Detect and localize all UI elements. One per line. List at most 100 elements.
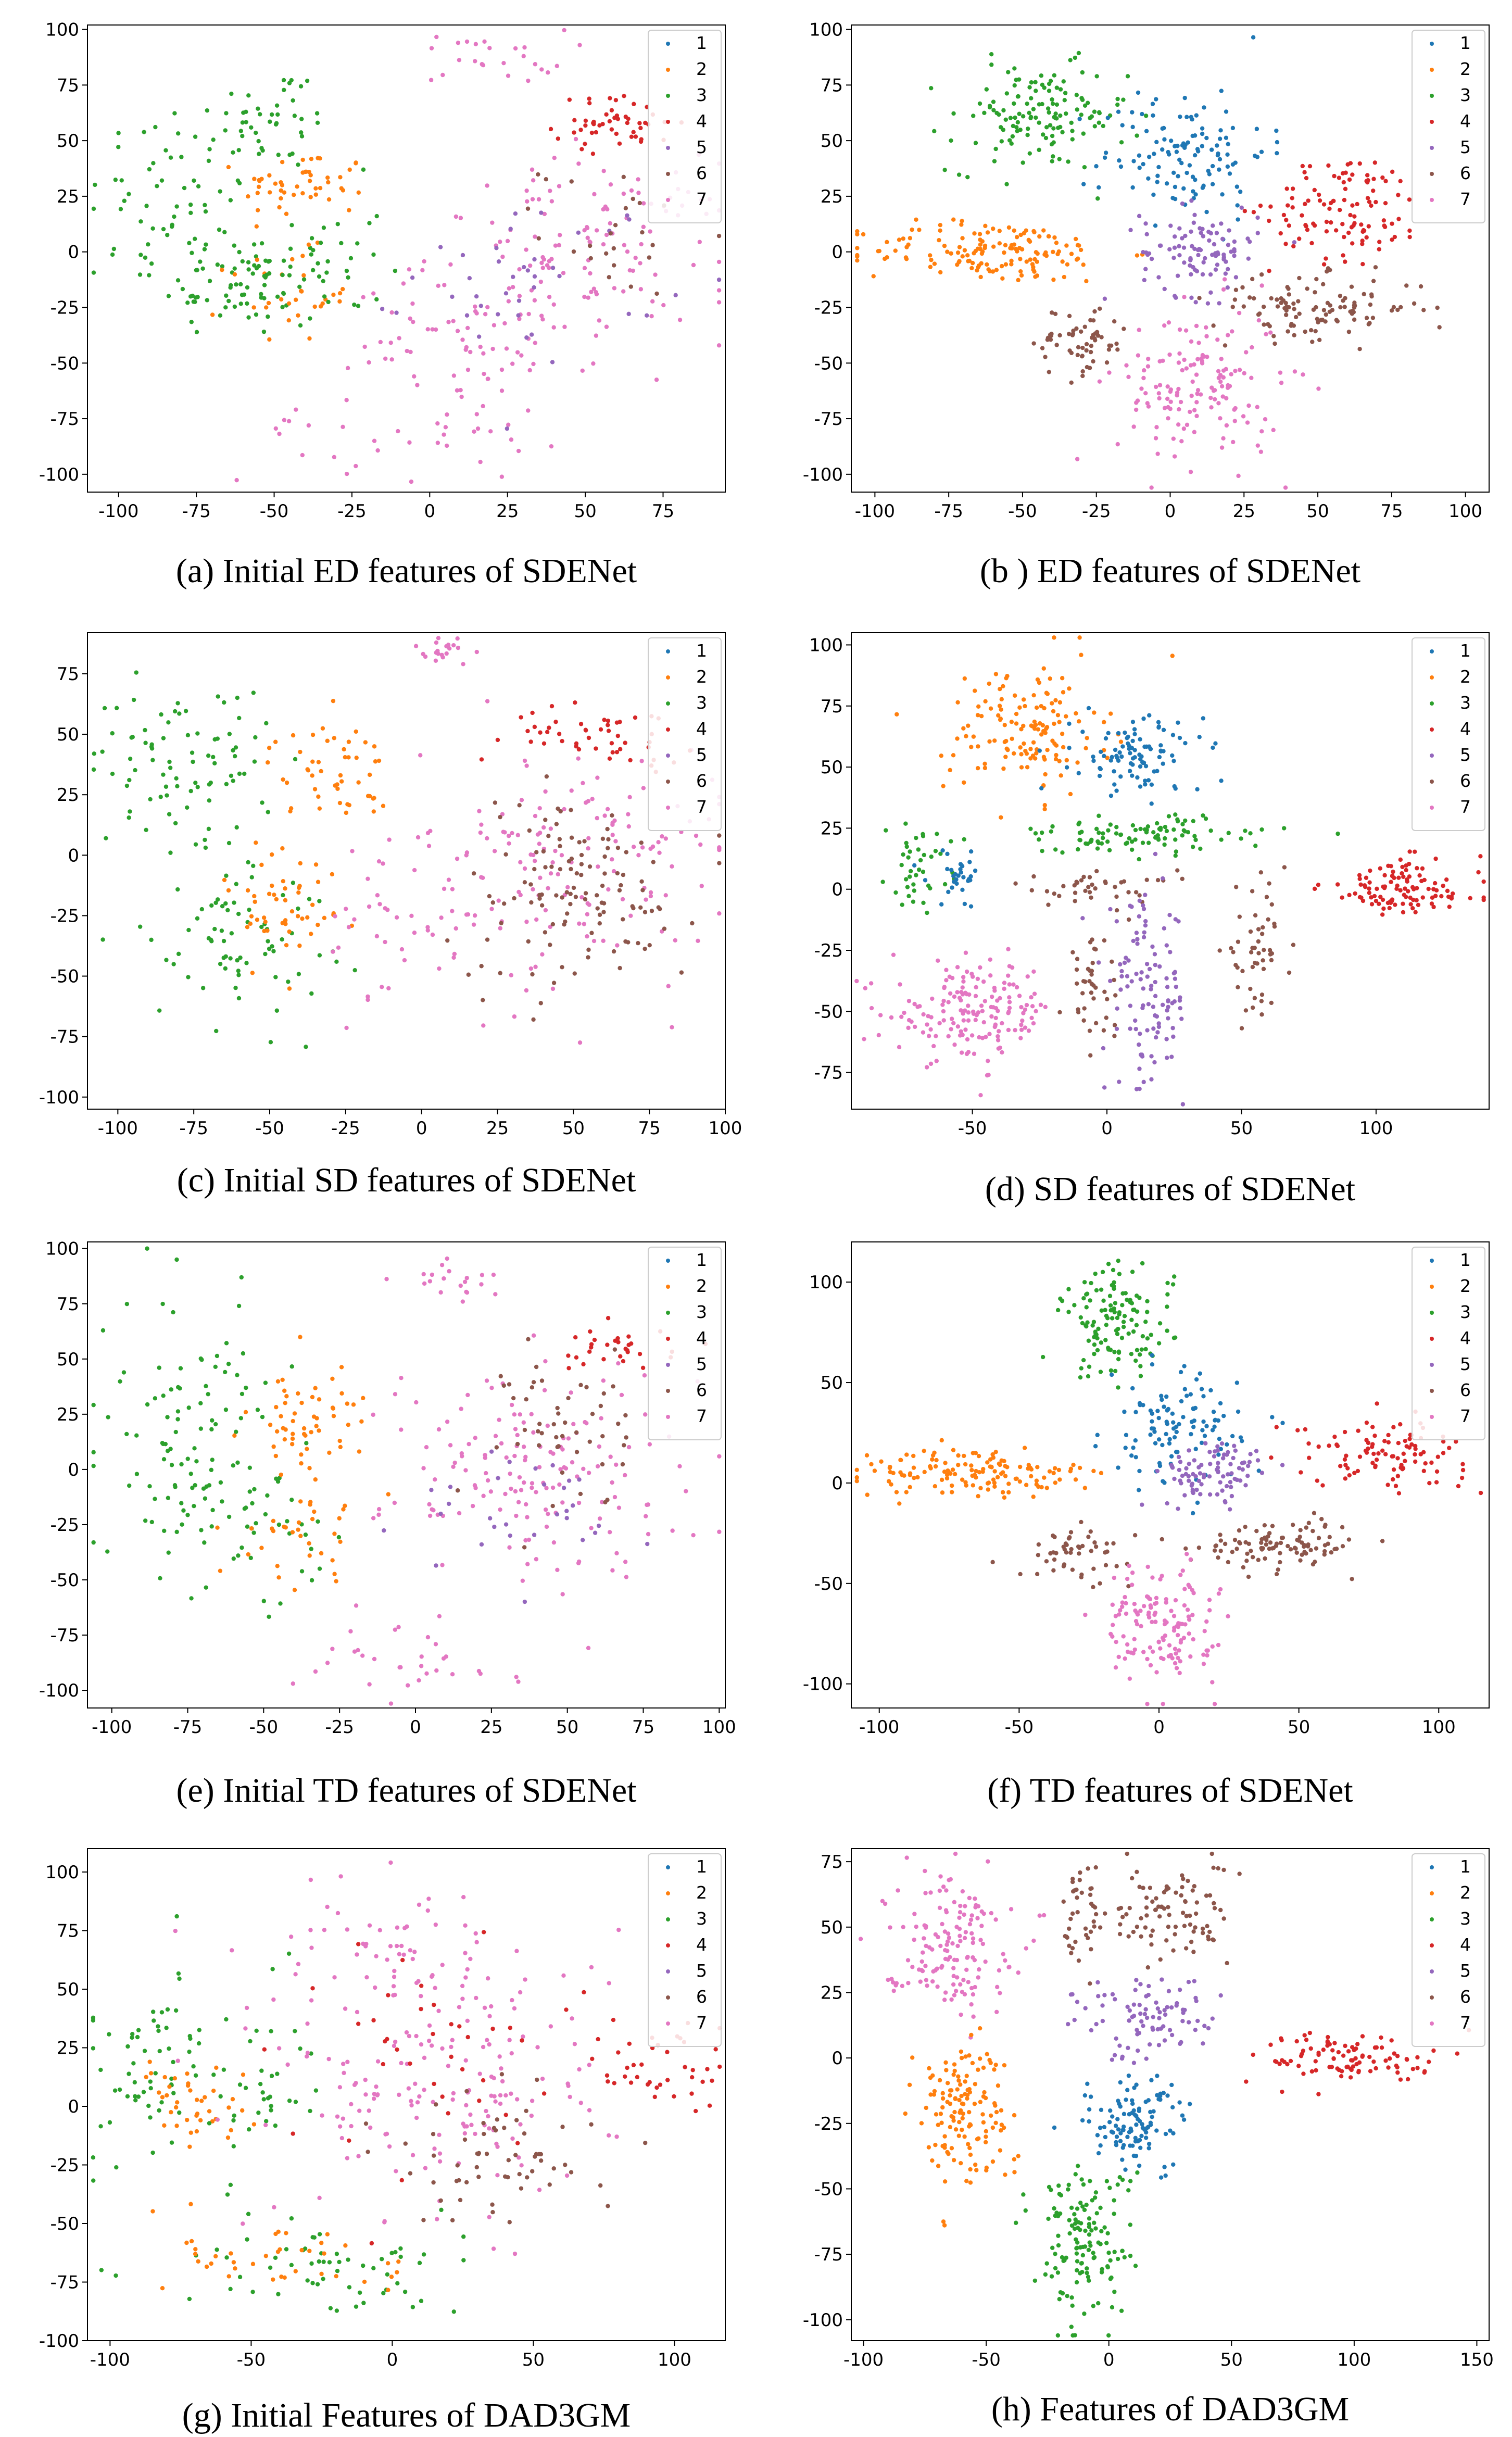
point-class-6 bbox=[1084, 342, 1089, 347]
point-class-7 bbox=[1215, 337, 1220, 342]
point-class-2 bbox=[1022, 741, 1026, 746]
point-class-7 bbox=[612, 286, 617, 291]
point-class-4 bbox=[1332, 1434, 1337, 1439]
point-class-5 bbox=[1255, 215, 1260, 220]
point-class-6 bbox=[611, 246, 616, 251]
point-class-7 bbox=[601, 242, 606, 247]
point-class-5 bbox=[1255, 231, 1260, 235]
point-class-1 bbox=[1146, 744, 1152, 749]
point-class-7 bbox=[959, 990, 964, 995]
point-class-7 bbox=[415, 383, 420, 387]
point-class-2 bbox=[284, 943, 289, 948]
point-class-2 bbox=[296, 890, 301, 895]
point-class-7 bbox=[961, 1018, 966, 1023]
point-class-3 bbox=[232, 304, 237, 309]
point-class-1 bbox=[1254, 127, 1259, 131]
point-class-2 bbox=[184, 2117, 190, 2122]
point-class-2 bbox=[988, 1464, 992, 1469]
point-class-7 bbox=[384, 1277, 389, 1282]
point-class-5 bbox=[1165, 985, 1170, 989]
point-class-7 bbox=[1196, 341, 1201, 345]
point-class-5 bbox=[555, 1512, 560, 1517]
point-class-7 bbox=[1189, 393, 1194, 398]
point-class-2 bbox=[1074, 236, 1078, 242]
point-class-6 bbox=[1266, 917, 1270, 922]
point-class-1 bbox=[1215, 153, 1220, 158]
point-class-3 bbox=[207, 279, 212, 283]
point-class-2 bbox=[1003, 243, 1008, 248]
point-class-4 bbox=[1283, 242, 1288, 246]
point-class-3 bbox=[185, 805, 190, 810]
point-class-2 bbox=[1018, 269, 1023, 274]
point-class-7 bbox=[523, 1454, 528, 1460]
point-class-3 bbox=[1175, 819, 1180, 824]
point-class-2 bbox=[185, 2083, 191, 2088]
point-class-2 bbox=[1034, 751, 1039, 756]
point-class-2 bbox=[296, 1391, 300, 1396]
point-class-3 bbox=[1012, 66, 1017, 71]
point-class-5 bbox=[1152, 952, 1157, 957]
caption-c: (c) Initial SD features of SDENet bbox=[177, 1161, 636, 1199]
point-class-3 bbox=[1031, 107, 1036, 111]
point-class-5 bbox=[1156, 275, 1161, 280]
point-class-4 bbox=[606, 1316, 611, 1321]
point-class-2 bbox=[974, 1475, 978, 1480]
point-class-2 bbox=[1019, 765, 1024, 770]
point-class-2 bbox=[1004, 676, 1009, 681]
point-class-7 bbox=[1174, 1651, 1178, 1656]
point-class-6 bbox=[1352, 317, 1357, 322]
point-class-7 bbox=[374, 934, 380, 939]
point-class-7 bbox=[539, 313, 544, 318]
point-class-7 bbox=[580, 368, 585, 373]
point-class-6 bbox=[556, 1411, 561, 1416]
point-class-5 bbox=[1171, 1034, 1176, 1039]
legend-label-2: 2 bbox=[1460, 59, 1471, 79]
point-class-4 bbox=[1407, 197, 1412, 202]
point-class-7 bbox=[992, 985, 997, 990]
point-class-3 bbox=[289, 78, 294, 83]
point-class-5 bbox=[1141, 1079, 1146, 1085]
point-class-5 bbox=[645, 1541, 650, 1547]
point-class-2 bbox=[338, 175, 343, 180]
point-class-6 bbox=[1211, 323, 1216, 328]
point-class-7 bbox=[1181, 426, 1187, 431]
point-class-1 bbox=[961, 875, 966, 880]
legend-box bbox=[1412, 1247, 1485, 1440]
point-class-6 bbox=[530, 972, 535, 977]
point-class-7 bbox=[1182, 1587, 1187, 1591]
point-class-7 bbox=[481, 1493, 486, 1498]
point-class-7 bbox=[460, 337, 465, 342]
point-class-4 bbox=[615, 733, 620, 738]
point-class-2 bbox=[993, 672, 999, 676]
point-class-4 bbox=[556, 136, 561, 141]
point-class-3 bbox=[956, 172, 962, 177]
point-class-3 bbox=[1061, 79, 1066, 84]
point-class-2 bbox=[331, 292, 336, 297]
point-class-7 bbox=[543, 789, 548, 794]
point-class-2 bbox=[1067, 686, 1072, 691]
point-class-2 bbox=[173, 2105, 179, 2110]
point-class-5 bbox=[1151, 1026, 1156, 1031]
point-class-3 bbox=[1050, 824, 1055, 829]
y-tick-label: 0 bbox=[68, 242, 79, 263]
point-class-3 bbox=[1015, 120, 1020, 125]
point-class-3 bbox=[1104, 1323, 1108, 1327]
point-class-4 bbox=[609, 127, 614, 132]
point-class-1 bbox=[1200, 126, 1205, 131]
point-class-3 bbox=[98, 2124, 103, 2129]
point-class-2 bbox=[979, 251, 985, 256]
point-class-3 bbox=[1077, 820, 1082, 825]
point-class-7 bbox=[506, 422, 511, 427]
point-class-3 bbox=[163, 1441, 168, 1447]
y-tick-label: -75 bbox=[814, 409, 843, 430]
point-class-2 bbox=[281, 879, 285, 884]
point-class-7 bbox=[434, 640, 439, 645]
point-class-7 bbox=[612, 1494, 618, 1500]
point-class-2 bbox=[999, 707, 1003, 712]
point-class-1 bbox=[1138, 764, 1143, 769]
point-class-6 bbox=[617, 888, 622, 893]
point-class-2 bbox=[904, 1490, 909, 1494]
point-class-7 bbox=[616, 1505, 622, 1510]
point-class-2 bbox=[997, 704, 1002, 708]
point-class-1 bbox=[1251, 35, 1256, 40]
